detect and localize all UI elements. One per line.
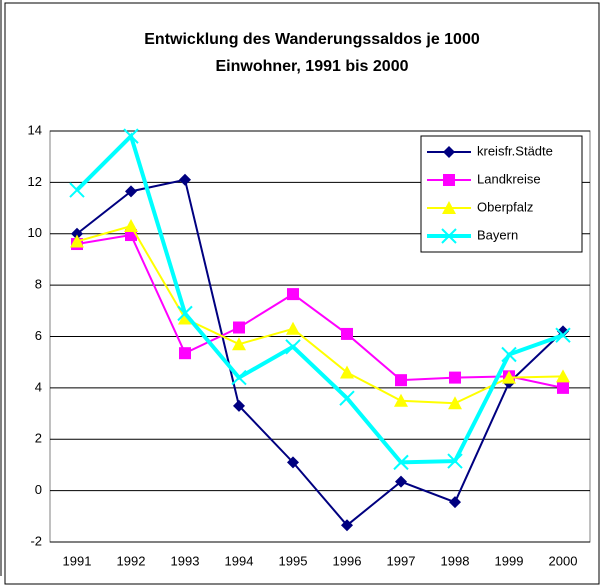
x-tick-label: 1992 <box>117 553 146 568</box>
data-point <box>125 185 137 198</box>
data-point <box>231 369 247 386</box>
legend-label: Oberpfalz <box>477 199 533 214</box>
y-tick-label: -2 <box>30 533 42 548</box>
x-tick-label: 1995 <box>279 553 308 568</box>
data-point <box>449 496 461 509</box>
data-point <box>341 327 353 340</box>
data-point <box>501 346 517 363</box>
data-point <box>339 390 355 406</box>
data-point <box>448 396 462 410</box>
x-tick-label: 1993 <box>171 553 200 568</box>
legend-marker <box>443 146 455 158</box>
y-tick-label: 12 <box>28 174 42 189</box>
data-point <box>395 374 407 387</box>
legend-label: Bayern <box>477 227 518 242</box>
data-point <box>233 399 245 412</box>
series-line <box>76 224 564 405</box>
data-point <box>340 365 354 379</box>
data-point <box>286 321 300 335</box>
legend-label: Landkreise <box>477 171 541 186</box>
data-point <box>179 347 191 360</box>
data-point <box>178 311 192 325</box>
data-point <box>393 454 409 471</box>
data-point <box>557 381 569 394</box>
data-point <box>70 234 84 248</box>
y-tick-label: 8 <box>35 277 42 292</box>
data-point <box>124 219 138 233</box>
data-point <box>232 337 246 351</box>
x-tick-label: 1994 <box>225 553 254 568</box>
data-point <box>447 453 463 469</box>
y-tick-label: 14 <box>28 122 42 137</box>
legend-marker <box>442 201 456 214</box>
legend-marker <box>443 174 455 186</box>
series-line <box>75 132 564 465</box>
x-tick-label: 1991 <box>63 553 92 568</box>
data-point <box>502 370 516 384</box>
data-point <box>233 321 245 334</box>
y-tick-label: 2 <box>35 431 42 446</box>
y-tick-label: 4 <box>35 379 42 394</box>
chart-title: Einwohner, 1991 bis 2000 <box>216 58 409 75</box>
data-point <box>449 371 461 384</box>
legend-marker <box>441 228 457 244</box>
x-tick-label: 2000 <box>549 553 578 568</box>
legend-label: kreisfr.Städte <box>477 143 553 158</box>
data-point <box>123 128 139 144</box>
data-point <box>394 393 408 407</box>
series-line <box>76 178 564 527</box>
data-point <box>285 339 301 355</box>
x-tick-label: 1999 <box>495 553 524 568</box>
data-point <box>555 327 571 343</box>
data-point <box>69 182 85 198</box>
data-point <box>341 519 353 532</box>
data-point <box>177 305 193 322</box>
y-tick-label: 10 <box>28 225 42 240</box>
data-point <box>179 173 191 186</box>
x-tick-label: 1998 <box>441 553 470 568</box>
y-tick-label: 6 <box>35 328 42 343</box>
data-point <box>287 288 299 301</box>
data-point <box>556 369 570 383</box>
x-tick-label: 1996 <box>333 553 362 568</box>
data-point <box>287 456 299 469</box>
chart-title: Entwicklung des Wanderungssaldos je 1000 <box>144 31 480 48</box>
data-point <box>395 475 407 488</box>
series-line <box>76 233 564 389</box>
data-point <box>71 227 83 240</box>
x-tick-label: 1997 <box>387 553 416 568</box>
y-tick-label: 0 <box>35 482 42 497</box>
